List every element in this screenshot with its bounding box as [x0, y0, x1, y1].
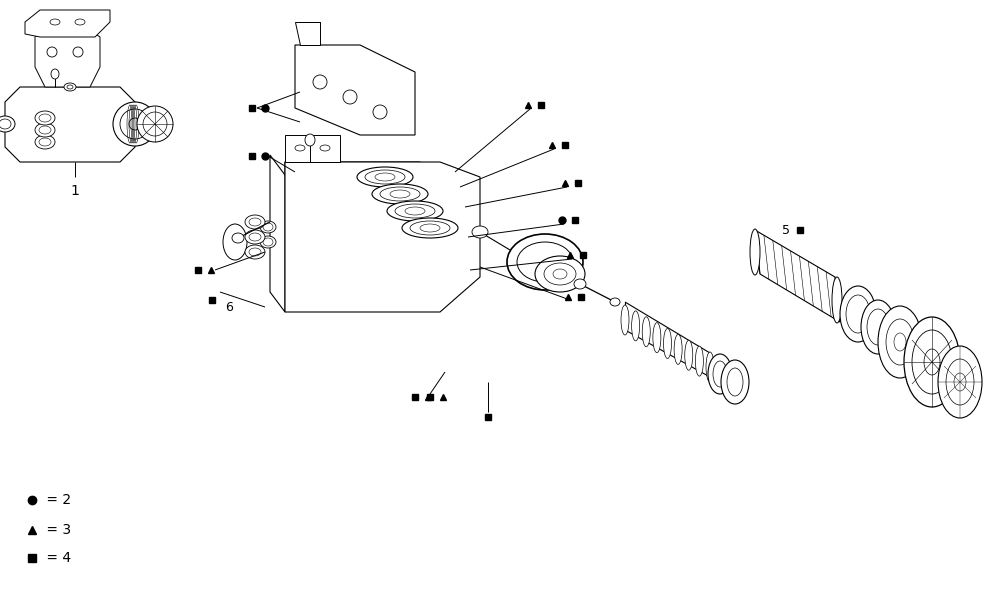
Ellipse shape [472, 226, 488, 238]
Ellipse shape [938, 346, 982, 418]
Ellipse shape [232, 233, 244, 243]
Ellipse shape [372, 184, 428, 204]
Ellipse shape [113, 102, 157, 146]
Text: 6: 6 [225, 301, 233, 314]
Ellipse shape [223, 224, 247, 260]
Text: = 3: = 3 [42, 523, 71, 537]
Polygon shape [25, 10, 110, 37]
Polygon shape [285, 162, 440, 190]
Ellipse shape [137, 106, 173, 142]
Polygon shape [285, 135, 340, 162]
Polygon shape [35, 27, 100, 87]
Polygon shape [285, 162, 480, 312]
Ellipse shape [35, 135, 55, 149]
Ellipse shape [642, 317, 650, 347]
Ellipse shape [260, 236, 276, 248]
Polygon shape [295, 45, 415, 135]
Ellipse shape [685, 340, 693, 370]
Ellipse shape [610, 298, 620, 306]
Ellipse shape [357, 167, 413, 187]
Ellipse shape [708, 354, 732, 394]
Ellipse shape [51, 69, 59, 79]
Text: = 4: = 4 [42, 551, 71, 565]
Ellipse shape [750, 229, 760, 275]
Ellipse shape [695, 346, 703, 376]
Polygon shape [295, 22, 320, 45]
Ellipse shape [664, 329, 672, 359]
Ellipse shape [35, 111, 55, 125]
Polygon shape [755, 230, 840, 322]
Ellipse shape [402, 218, 458, 238]
Ellipse shape [64, 83, 76, 91]
Ellipse shape [245, 230, 265, 244]
Polygon shape [5, 87, 135, 162]
Text: 1: 1 [71, 184, 79, 198]
Ellipse shape [245, 245, 265, 259]
Text: = 2: = 2 [42, 493, 71, 507]
Ellipse shape [507, 234, 583, 290]
Ellipse shape [260, 221, 276, 233]
Ellipse shape [840, 286, 876, 342]
Ellipse shape [904, 317, 960, 407]
Text: 5: 5 [782, 224, 790, 236]
Ellipse shape [0, 116, 15, 132]
Ellipse shape [674, 334, 682, 364]
Ellipse shape [305, 134, 315, 146]
Polygon shape [270, 155, 285, 312]
Ellipse shape [574, 279, 586, 289]
Ellipse shape [35, 123, 55, 137]
Ellipse shape [621, 305, 629, 335]
Ellipse shape [861, 300, 895, 354]
Ellipse shape [706, 352, 714, 382]
Ellipse shape [387, 201, 443, 221]
Ellipse shape [245, 215, 265, 229]
Ellipse shape [832, 277, 842, 323]
Ellipse shape [535, 256, 585, 292]
Ellipse shape [878, 306, 922, 378]
Ellipse shape [632, 311, 640, 341]
Ellipse shape [653, 323, 661, 353]
Ellipse shape [721, 360, 749, 404]
